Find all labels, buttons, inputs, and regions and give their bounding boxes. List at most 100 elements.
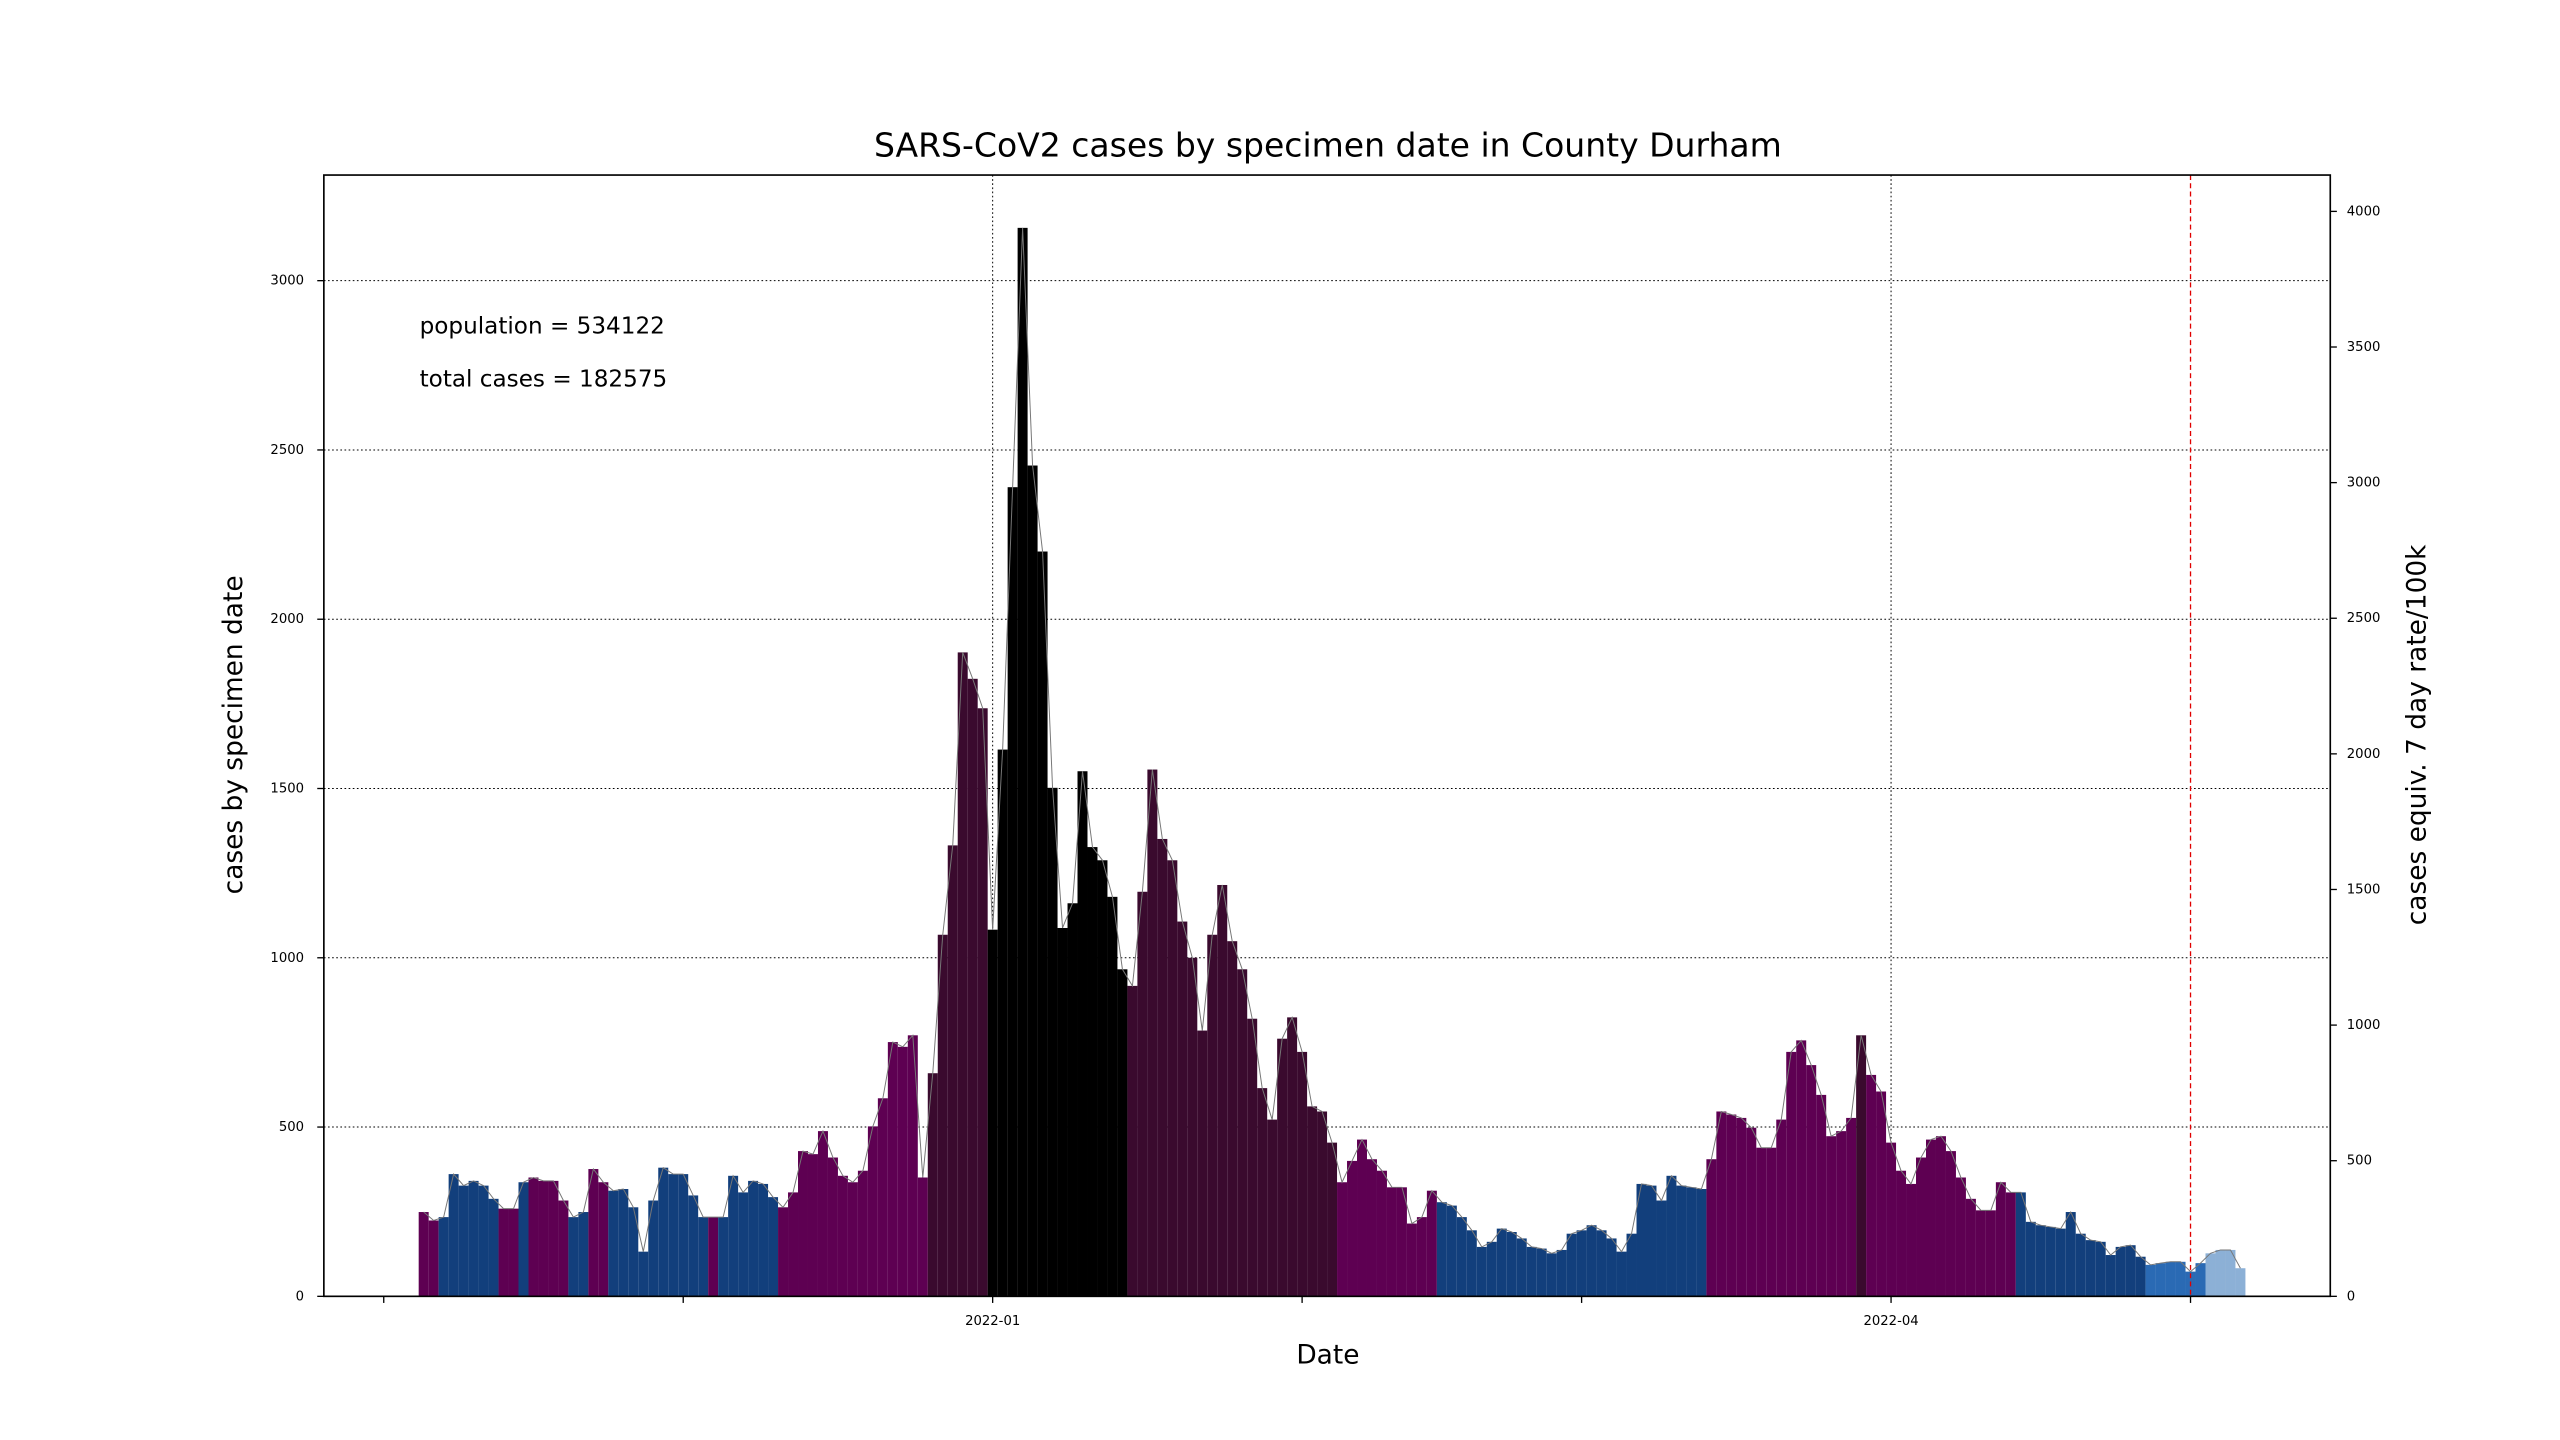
bar (1586, 1225, 1597, 1297)
bar (1766, 1147, 1777, 1297)
bar (1945, 1151, 1956, 1297)
bar (1876, 1091, 1887, 1297)
bar (2235, 1268, 2246, 1297)
bar (1886, 1142, 1897, 1297)
bar (1856, 1035, 1867, 1297)
bar (837, 1175, 848, 1297)
bar (1985, 1210, 1996, 1297)
bar (1666, 1175, 1677, 1297)
bar (1476, 1246, 1487, 1297)
bar (1975, 1210, 1986, 1297)
bar (708, 1217, 719, 1297)
bar (1806, 1065, 1817, 1297)
bar (1626, 1233, 1637, 1297)
bar (1656, 1200, 1667, 1297)
bar (1816, 1094, 1827, 1297)
y2-tick-label: 3500 (2347, 340, 2381, 355)
x-tick-label: 2022-04 (1863, 1314, 1918, 1329)
bar (1287, 1017, 1298, 1297)
bar (528, 1177, 539, 1297)
bar (2195, 1263, 2206, 1297)
bar (947, 845, 958, 1297)
bar (1426, 1190, 1437, 1297)
bar (738, 1192, 749, 1297)
y2-tick-label: 1500 (2347, 882, 2381, 897)
y2-tick-label: 4000 (2347, 204, 2381, 219)
y2-tick-label: 3000 (2347, 476, 2381, 491)
bar (927, 1073, 938, 1297)
y-tick-label: 0 (296, 1289, 304, 1304)
bar (478, 1185, 489, 1297)
bar (2165, 1261, 2176, 1297)
bar (997, 749, 1008, 1297)
bar (1057, 927, 1068, 1297)
bar (1556, 1249, 1567, 1297)
bar (1726, 1114, 1737, 1297)
bar (1776, 1119, 1787, 1297)
bar (1686, 1187, 1697, 1297)
bar (1756, 1147, 1767, 1297)
bar (418, 1212, 429, 1297)
bar (718, 1217, 729, 1297)
bar (907, 1035, 918, 1297)
bar (1197, 1030, 1208, 1297)
bar (957, 652, 968, 1297)
bar (1906, 1183, 1917, 1297)
bar (1167, 860, 1178, 1297)
bar (1736, 1117, 1747, 1297)
annotation: population = 534122 (420, 313, 665, 339)
bar (2075, 1233, 2086, 1297)
bar (1526, 1246, 1537, 1297)
bar (1307, 1106, 1318, 1297)
bar (618, 1189, 629, 1297)
bar (887, 1042, 898, 1297)
bar (1037, 551, 1048, 1297)
bar (1406, 1223, 1417, 1297)
bar (817, 1131, 828, 1297)
bar (1267, 1119, 1278, 1297)
bar (768, 1197, 779, 1297)
bar (1896, 1170, 1907, 1297)
bar (598, 1182, 609, 1297)
bar (1247, 1018, 1258, 1297)
bar (1107, 896, 1118, 1297)
y2-tick-label: 2000 (2347, 747, 2381, 762)
bar (438, 1217, 449, 1297)
y2-tick-label: 1000 (2347, 1018, 2381, 1033)
bar (1566, 1233, 1577, 1297)
bar (1925, 1139, 1936, 1297)
bar (488, 1198, 499, 1297)
bar (1466, 1230, 1477, 1297)
bar (1077, 771, 1088, 1297)
bar (2125, 1245, 2136, 1297)
bar (568, 1217, 579, 1297)
bar (2175, 1261, 2186, 1297)
bar (658, 1167, 669, 1297)
bar (1456, 1217, 1467, 1297)
bar (2225, 1249, 2236, 1297)
bar (1436, 1202, 1447, 1297)
bar (1337, 1182, 1348, 1297)
bar (1157, 838, 1168, 1297)
bar (458, 1185, 469, 1297)
bar (967, 678, 978, 1297)
bar (1846, 1117, 1857, 1297)
bar (588, 1169, 599, 1297)
trend-line (423, 227, 2241, 1273)
bar (1596, 1230, 1607, 1297)
bar (1916, 1157, 1926, 1297)
bar (1416, 1217, 1427, 1297)
bar (2015, 1192, 2026, 1297)
bar (2085, 1240, 2096, 1297)
bar (2215, 1249, 2226, 1297)
bar (638, 1251, 649, 1297)
bar (498, 1208, 509, 1297)
bar (877, 1098, 888, 1297)
plot-frame (323, 174, 2332, 1298)
bar (857, 1170, 868, 1297)
bar (2135, 1256, 2146, 1297)
bar (827, 1157, 838, 1297)
bar (1496, 1228, 1507, 1297)
